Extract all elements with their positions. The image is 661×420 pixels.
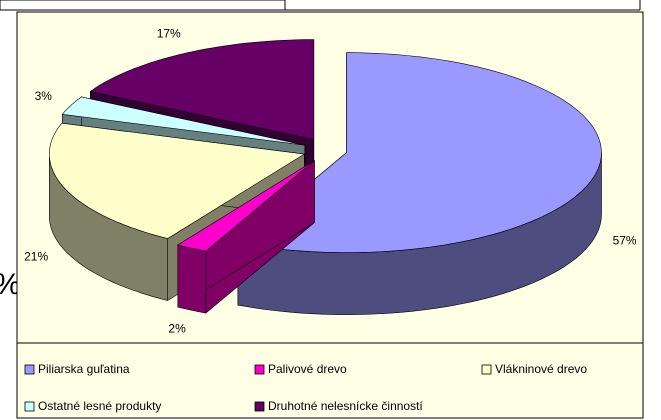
- legend-swatch: [254, 401, 265, 412]
- legend-swatch: [24, 364, 35, 375]
- slice-top: [237, 52, 602, 253]
- data-label: 2%: [168, 322, 186, 336]
- legend-label: Vlákninové drevo: [495, 362, 587, 376]
- slice-wall: [177, 244, 207, 314]
- slice-top: [61, 96, 305, 146]
- top-box: [0, 0, 286, 11]
- slice-top: [48, 122, 306, 239]
- slice-top: [177, 160, 315, 252]
- data-label: 3%: [35, 89, 53, 103]
- legend-label: Palivové drevo: [268, 362, 347, 376]
- legend-label: Piliarska guľatina: [38, 362, 130, 376]
- legend: [16, 342, 644, 419]
- data-label: 21%: [24, 250, 48, 264]
- data-label: 57%: [613, 233, 637, 247]
- legend-swatch: [254, 364, 265, 375]
- legend-swatch: [481, 364, 492, 375]
- cut-text: %: [0, 268, 21, 301]
- slice-top: [89, 39, 315, 140]
- pie: 57% 2% 21% 3% 17%: [24, 27, 637, 336]
- legend-items: Piliarska guľatina Palivové drevo Vláknino…: [24, 362, 587, 413]
- legend-label: Ostatné lesné produkty: [38, 399, 161, 413]
- legend-label: Druhotné nelesnícke činností: [268, 399, 423, 413]
- legend-swatch: [24, 401, 35, 412]
- data-label: 17%: [157, 27, 181, 41]
